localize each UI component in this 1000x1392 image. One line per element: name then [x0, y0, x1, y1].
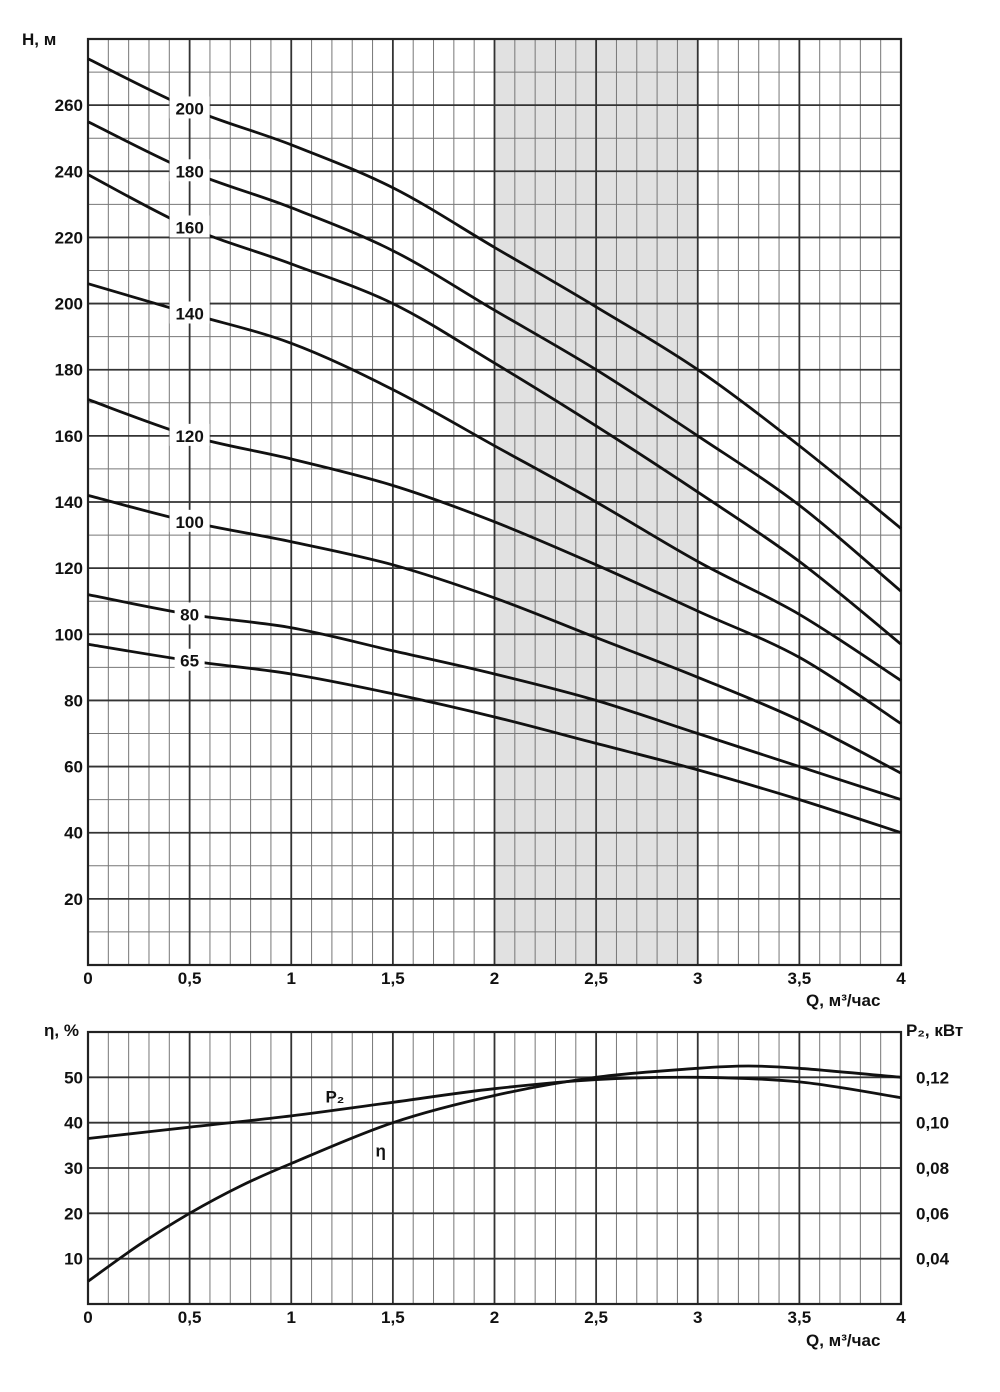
- head-curve-65: [87, 642, 902, 835]
- y-tick-label: 40: [64, 824, 83, 843]
- x-tick-label: 3,5: [788, 969, 812, 988]
- x-tick-label: 3,5: [788, 1308, 812, 1327]
- head-curve-140: [87, 282, 902, 682]
- y-tick-label: 20: [64, 890, 83, 909]
- x-tick-label: 3: [693, 1308, 702, 1327]
- curve-label-80: 80: [180, 605, 199, 624]
- plot-frame: [86, 37, 903, 967]
- head-curve-100: [87, 494, 902, 775]
- curve-efficiency: [87, 1064, 902, 1283]
- y-tick-label: 80: [64, 691, 83, 710]
- y-axis-label: η, %: [44, 1021, 79, 1040]
- x-tick-label: 2: [490, 969, 499, 988]
- curve-label-bg: [169, 159, 210, 182]
- x-tick-label: 2,5: [584, 969, 608, 988]
- y-tick-label: 260: [55, 96, 83, 115]
- curve-label-bg: [169, 215, 210, 238]
- curve-label-160: 160: [175, 219, 203, 238]
- curve-label-180: 180: [175, 162, 203, 181]
- x-tick-label: 1: [287, 1308, 296, 1327]
- efficiency-power-chart: 0 0,5 1 1,5 2 2,5 3 3,5 4 10 20 30 40 50 0,04 0,06 0,08 0…: [44, 1021, 963, 1350]
- y-tick-label: 180: [55, 361, 83, 380]
- y-tick-label: 220: [55, 228, 83, 247]
- x-axis-label: Q, м³/час: [806, 1331, 880, 1350]
- curve-label-bg: [169, 96, 210, 119]
- curve-label-bg: [169, 509, 210, 532]
- x-tick-label: 0: [83, 1308, 92, 1327]
- x-tick-label: 2: [490, 1308, 499, 1327]
- x-tick-label: 1,5: [381, 1308, 405, 1327]
- curve-label-efficiency: η: [376, 1142, 386, 1161]
- y-tick-label: 160: [55, 427, 83, 446]
- curve-label-120: 120: [175, 427, 203, 446]
- y-tick-label: 50: [64, 1068, 83, 1087]
- x-tick-label: 4: [896, 969, 906, 988]
- y-tick-label: 120: [55, 559, 83, 578]
- y2-tick-label: 0,08: [916, 1159, 949, 1178]
- y-tick-label: 100: [55, 625, 83, 644]
- y-tick-label: 10: [64, 1250, 83, 1269]
- x-axis-label: Q, м³/час: [806, 991, 880, 1010]
- curve-power: [87, 1075, 902, 1140]
- curve-label-bg: [174, 602, 205, 625]
- x-tick-label: 3: [693, 969, 702, 988]
- head-curve-160: [87, 173, 902, 646]
- curve-label-100: 100: [175, 513, 203, 532]
- y-axis-label: H, м: [22, 30, 56, 49]
- x-tick-label: 1,5: [381, 969, 405, 988]
- head-curve-200: [87, 57, 902, 530]
- head-curve-120: [87, 398, 902, 725]
- y2-tick-label: 0,04: [916, 1250, 950, 1269]
- x-tick-label: 0,5: [178, 1308, 202, 1327]
- x-tick-label: 2,5: [584, 1308, 608, 1327]
- y-tick-label: 200: [55, 295, 83, 314]
- curve-label-65: 65: [180, 652, 199, 671]
- curve-label-bg: [169, 301, 210, 324]
- y-tick-label: 60: [64, 758, 83, 777]
- head-flow-chart: 0 0,5 1 1,5 2 2,5 3 3,5 4 20 40 60 80 100 120 140 160 180…: [22, 30, 906, 1010]
- y-tick-label: 40: [64, 1114, 83, 1133]
- x-tick-label: 1: [287, 969, 296, 988]
- x-tick-label: 4: [896, 1308, 906, 1327]
- curve-label-power: P₂: [325, 1087, 344, 1106]
- y2-tick-label: 0,06: [916, 1204, 949, 1223]
- x-tick-label: 0,5: [178, 969, 202, 988]
- x-tick-label: 0: [83, 969, 92, 988]
- curve-label-bg: [174, 648, 205, 671]
- plot-frame: [86, 1030, 903, 1306]
- y-tick-label: 20: [64, 1204, 83, 1223]
- y2-tick-label: 0,12: [916, 1068, 949, 1087]
- head-curve-80: [87, 593, 902, 801]
- y-tick-label: 240: [55, 162, 83, 181]
- y-tick-label: 30: [64, 1159, 83, 1178]
- curve-label-bg: [169, 423, 210, 446]
- curve-label-200: 200: [175, 99, 203, 118]
- y-tick-label: 140: [55, 493, 83, 512]
- head-curve-180: [87, 120, 902, 593]
- curve-label-140: 140: [175, 304, 203, 323]
- y2-tick-label: 0,10: [916, 1114, 949, 1133]
- y2-axis-label: P₂, кВт: [906, 1021, 963, 1040]
